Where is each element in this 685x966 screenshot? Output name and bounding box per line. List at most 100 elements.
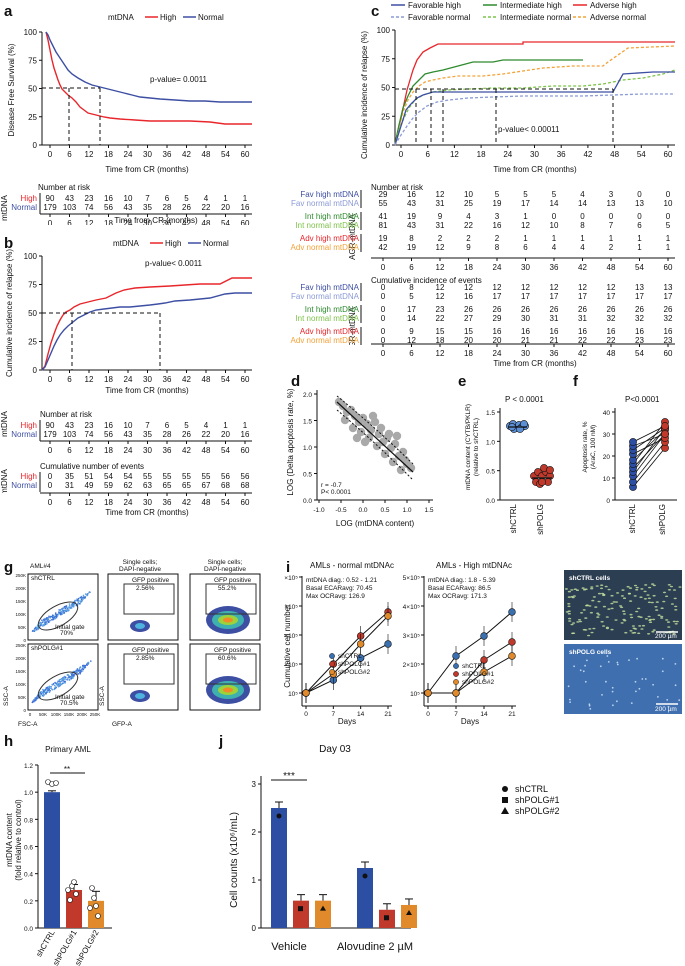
- x-tick-label: 0.0: [358, 507, 367, 514]
- y-tick-label: 2: [252, 828, 257, 837]
- data-point: [452, 689, 460, 697]
- regression-line: [336, 401, 414, 473]
- x-tick-label: 12: [85, 219, 94, 225]
- x-tick-label: 200K: [77, 712, 88, 717]
- x-tick-label: 6: [409, 263, 414, 272]
- y-tick-label: 0.2: [24, 899, 33, 906]
- table-cell: 16: [407, 190, 416, 199]
- x-tick-label: 42: [182, 375, 191, 384]
- x-tick-label: 36: [163, 375, 172, 384]
- legend-entry: Adverse high: [590, 1, 637, 10]
- table-cell: 1: [609, 234, 614, 243]
- table-cell: 26: [550, 305, 559, 314]
- y-tick-label: 0.0: [24, 926, 33, 933]
- risk-title: Number at risk: [38, 183, 91, 192]
- x-tick-label: 36: [163, 219, 172, 225]
- y-tick-label: 0: [606, 498, 610, 505]
- scatter-point: [348, 423, 358, 433]
- table-cell: 31: [65, 481, 74, 490]
- y-tick-label: 10⁵: [410, 691, 420, 698]
- table-cell: 27: [464, 314, 473, 323]
- table-cell: 1: [666, 243, 671, 252]
- gate-value: 70%: [60, 630, 73, 637]
- table-cell: 1: [243, 194, 248, 203]
- y-tick-label: 10: [603, 476, 611, 483]
- info-line: Basal ECARavg: 70.45: [306, 585, 373, 592]
- x-tick-label: 7: [454, 711, 458, 718]
- x-tick-label: 24: [124, 498, 133, 507]
- data-point: [508, 638, 516, 646]
- info-line: mtDNA diag.: 1.8 - 5.39: [428, 577, 496, 584]
- data-point: [538, 478, 546, 486]
- x-tick-label: 0: [304, 711, 308, 718]
- x-tick-label: 48: [607, 349, 616, 358]
- table-cell: 4: [466, 212, 471, 221]
- table-cell: 12: [436, 190, 445, 199]
- row-name: Adv high mtDNA: [300, 234, 360, 243]
- legend-entry: Intermediate normal: [500, 13, 571, 22]
- legend-entry: shPOLG#2: [515, 806, 560, 816]
- table-cell: 55: [182, 472, 191, 481]
- table-cell: 0: [609, 212, 614, 221]
- table-cell: 12: [607, 283, 616, 292]
- scatter-point: [340, 415, 350, 425]
- table-cell: 12: [436, 292, 445, 301]
- col-title: Single cells;: [208, 559, 243, 566]
- table-cell: 103: [63, 203, 77, 212]
- col-title-2: DAPI-negative: [204, 566, 246, 573]
- x-tick-label: 42: [578, 263, 587, 272]
- x-tick-label: 12: [85, 446, 94, 455]
- table-cell: 0: [381, 327, 386, 336]
- y-tick-label: 2×10⁵: [403, 662, 421, 669]
- ci-lower: [336, 409, 414, 481]
- table-cell: 26: [578, 305, 587, 314]
- gfp-value: 2.85%: [136, 655, 155, 662]
- x-axis-label: Time from CR (months): [493, 165, 577, 174]
- table-cell: 56: [104, 430, 113, 439]
- x-tick-label: 12: [85, 498, 94, 507]
- table-cell: 62: [124, 481, 133, 490]
- x-tick-label: 6: [409, 349, 414, 358]
- table-cell: 16: [664, 327, 673, 336]
- y-tick-label: 75: [28, 281, 37, 290]
- table-cell: 179: [43, 203, 57, 212]
- panel-g: g AML#4 Single cells; DAPI-negative Sing…: [3, 559, 261, 728]
- table-cell: 6: [165, 421, 170, 430]
- x-tick-label: 0: [48, 150, 53, 159]
- x-tick-label: 24: [124, 375, 133, 384]
- table-cell: 0: [666, 190, 671, 199]
- events-title: Cumulative number of events: [40, 462, 144, 471]
- table-cell: 0: [48, 472, 53, 481]
- gate-label: Initial gate: [55, 624, 85, 631]
- x-tick-label: 54: [635, 263, 644, 272]
- table-cell: 12: [436, 243, 445, 252]
- x-tick-label: 24: [124, 150, 133, 159]
- table-cell: 19: [493, 199, 502, 208]
- row-label: shPOLG#1: [31, 645, 64, 652]
- data-point: [480, 632, 488, 640]
- table-cell: 0: [381, 283, 386, 292]
- table-cell: 13: [664, 283, 673, 292]
- table-cell: 20: [493, 336, 502, 345]
- y-tick-label: 0: [252, 924, 257, 933]
- p-value: p-value< 0.00011: [498, 125, 560, 134]
- legend-entry: shCTRL: [462, 663, 486, 670]
- table-cell: 26: [607, 305, 616, 314]
- risk-row-name: High: [21, 421, 37, 430]
- y-tick-label: 100K: [15, 612, 26, 617]
- x-axis-label: LOG (mtDNA content): [336, 519, 415, 528]
- y-axis-label-2: (fold relative to control): [14, 799, 23, 881]
- y-axis-label: SSC-A: [99, 685, 106, 706]
- scatter-point: [400, 455, 410, 465]
- table-cell: 16: [241, 430, 250, 439]
- x-tick-label: 42: [182, 446, 191, 455]
- table-cell: 63: [143, 481, 152, 490]
- group-label: Vehicle: [271, 941, 306, 953]
- p-value: p-value= 0.0011: [150, 75, 208, 84]
- microscopy-image: [564, 644, 682, 714]
- scatter-point: [346, 405, 356, 415]
- gate-value: 70.5%: [60, 700, 79, 707]
- bar: [357, 868, 373, 928]
- bar: [44, 792, 60, 928]
- table-cell: 29: [379, 190, 388, 199]
